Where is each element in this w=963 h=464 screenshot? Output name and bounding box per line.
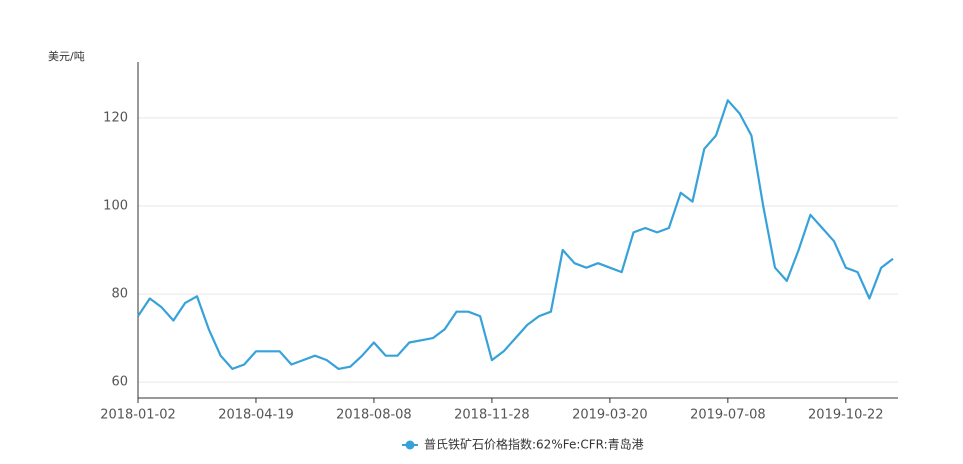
legend-marker bbox=[405, 440, 415, 450]
x-tick-label: 2018-11-28 bbox=[454, 408, 530, 423]
x-tick-label: 2019-03-20 bbox=[572, 408, 648, 423]
legend-label: 普氏铁矿石价格指数:62%Fe:CFR:青岛港 bbox=[424, 437, 644, 452]
y-tick-label: 60 bbox=[111, 375, 128, 390]
series-line bbox=[137, 99, 894, 370]
y-tick-label: 120 bbox=[103, 110, 128, 125]
x-tick-label: 2019-07-08 bbox=[690, 408, 766, 423]
x-tick-label: 2019-10-22 bbox=[808, 408, 884, 423]
y-axis-title: 美元/吨 bbox=[48, 50, 85, 63]
y-tick-label: 100 bbox=[103, 199, 128, 214]
x-tick-label: 2018-01-02 bbox=[100, 408, 176, 423]
x-tick-label: 2018-08-08 bbox=[336, 408, 412, 423]
x-tick-label: 2018-04-19 bbox=[218, 408, 294, 423]
y-tick-label: 80 bbox=[111, 287, 128, 302]
